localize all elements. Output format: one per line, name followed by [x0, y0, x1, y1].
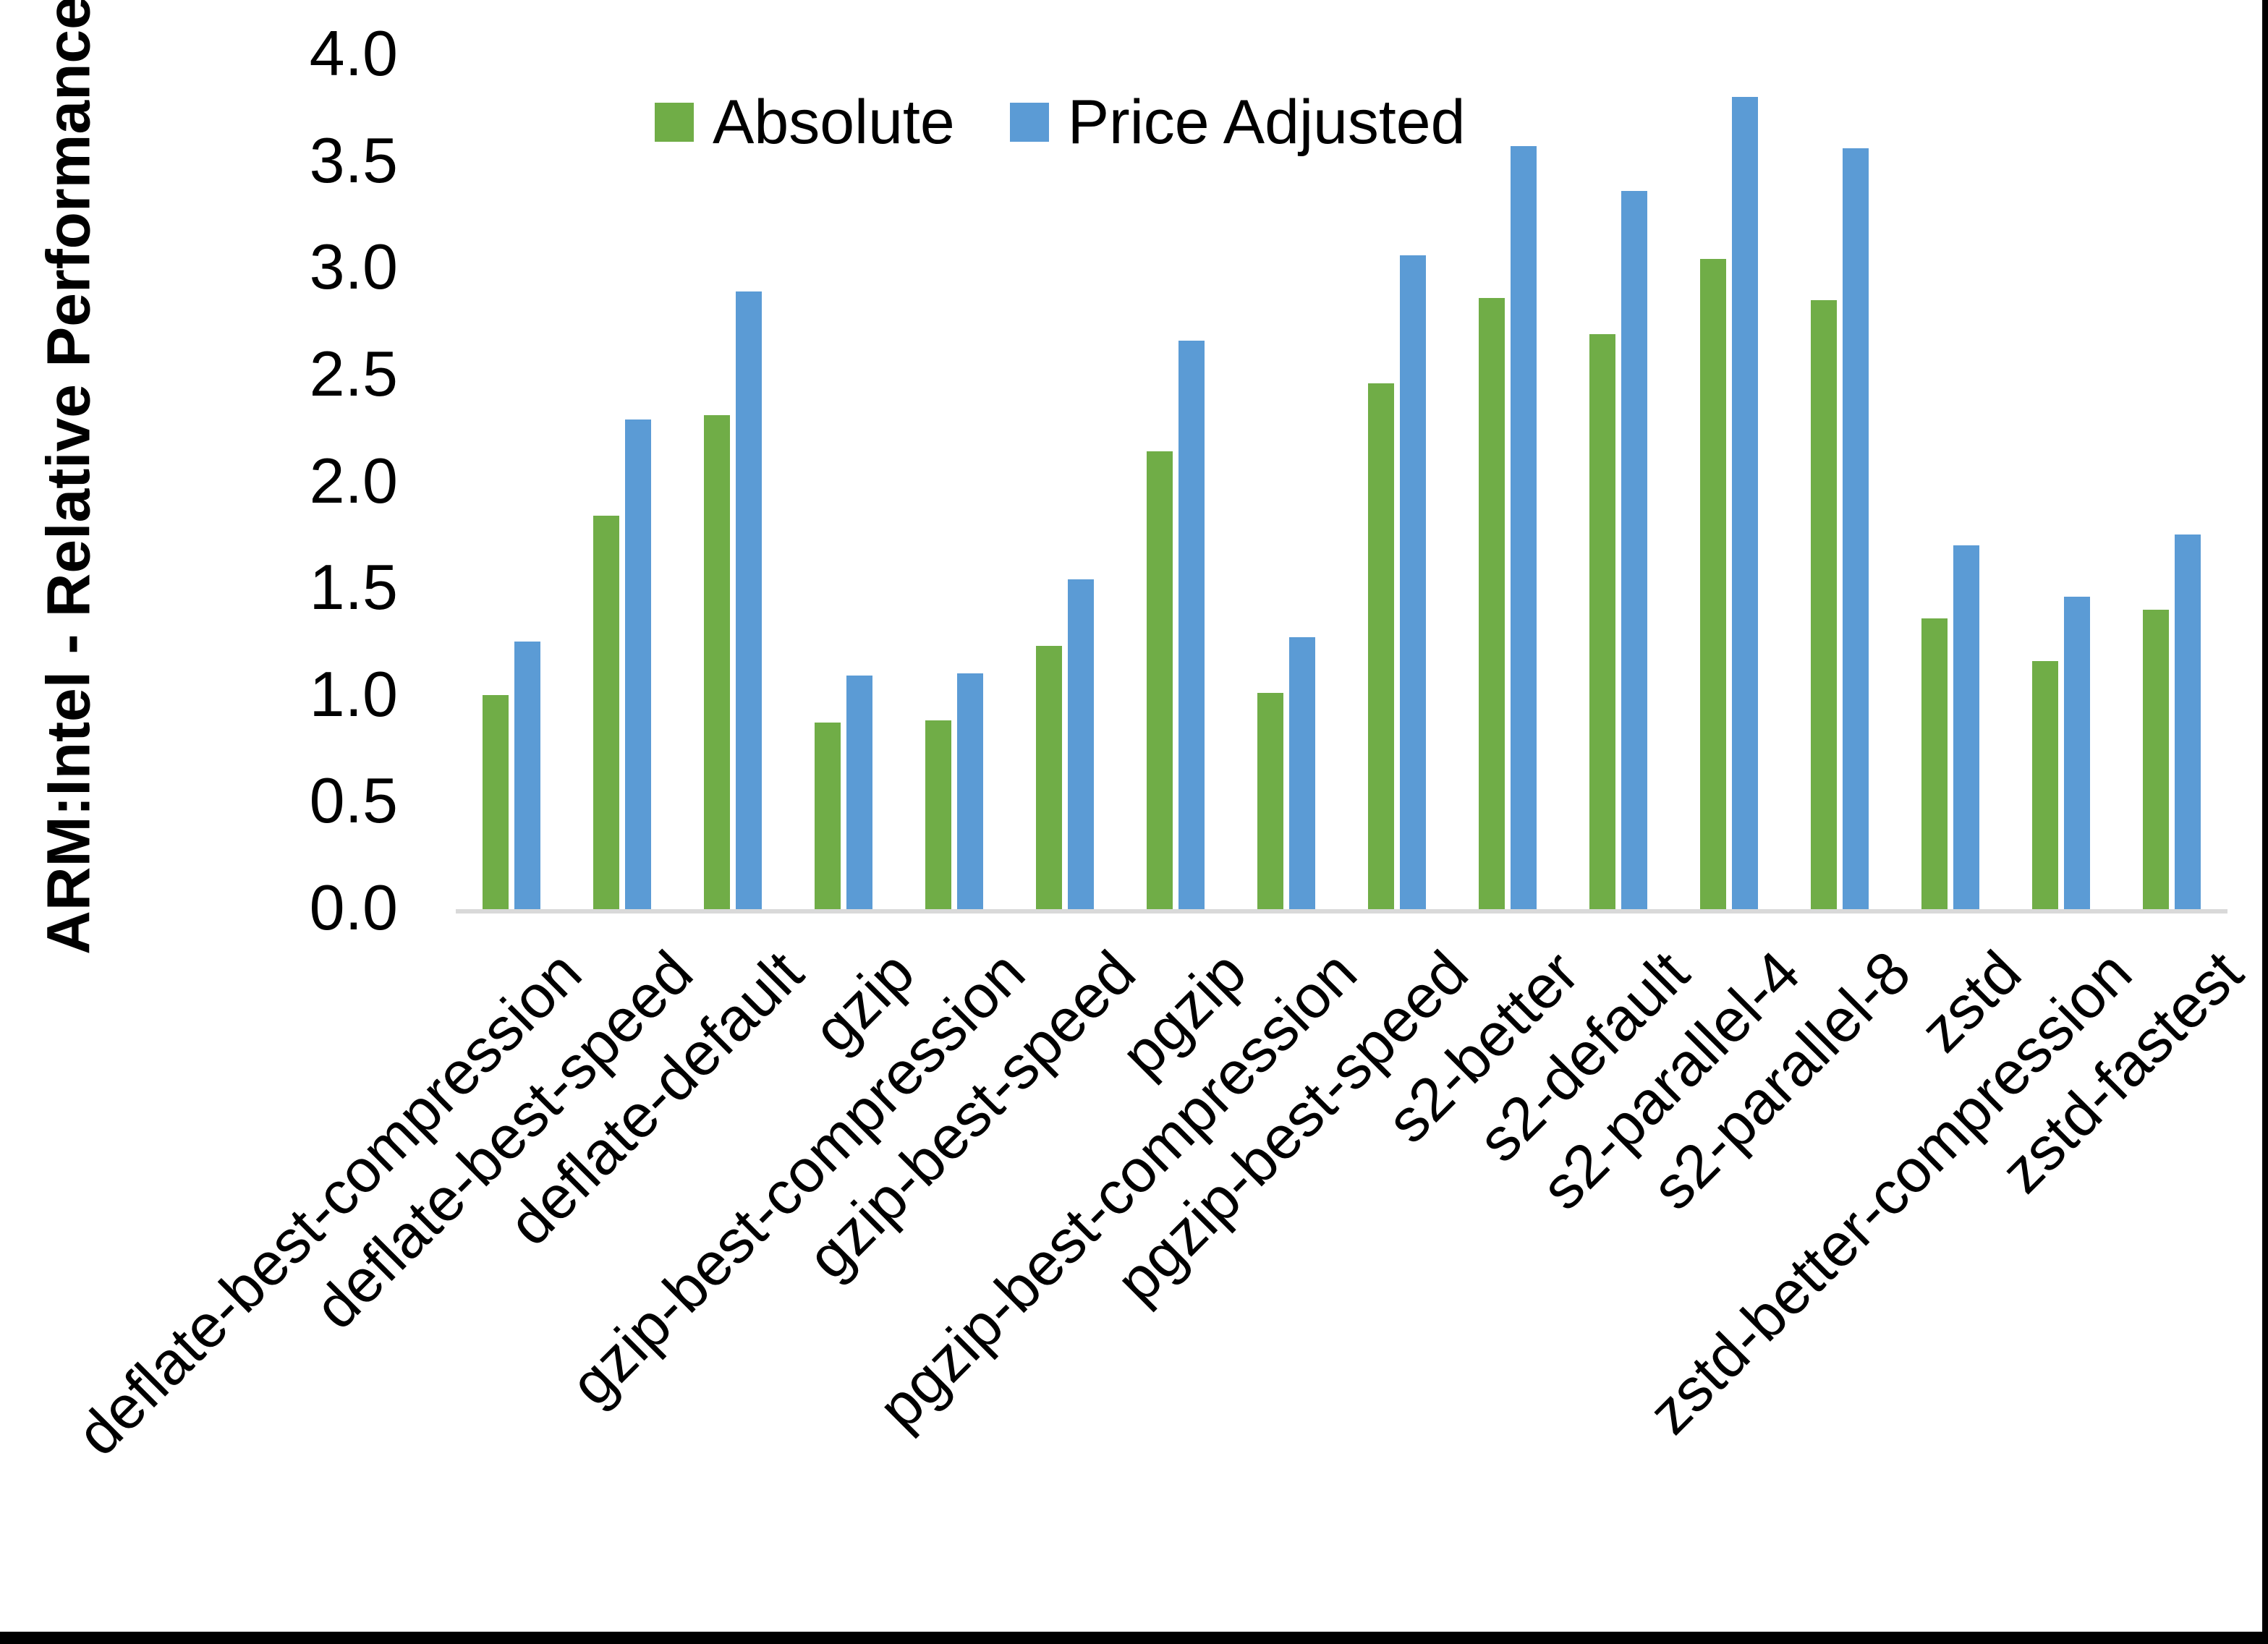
bar-absolute-pgzip-best-speed: [1368, 383, 1395, 911]
bar-price-adjusted-pgzip: [1178, 340, 1205, 911]
y-tick-label: 3.0: [309, 231, 398, 303]
legend-item-absolute: Absolute: [655, 91, 955, 153]
bar-absolute-zstd-fastest: [2143, 609, 2170, 911]
bar-price-adjusted-zstd-better-compression: [2064, 596, 2091, 911]
bar-absolute-gzip: [814, 723, 841, 911]
bar-price-adjusted-deflate-default: [735, 291, 762, 911]
bar-price-adjusted-pgzip-best-speed: [1400, 255, 1427, 911]
y-tick-label: 0.5: [309, 764, 398, 837]
bar-absolute-gzip-best-speed: [1035, 645, 1062, 911]
bar-absolute-s2-parallel-4: [1700, 259, 1727, 911]
bar-price-adjusted-deflate-best-speed: [624, 419, 651, 911]
bar-price-adjusted-gzip: [846, 676, 872, 911]
y-tick-label: 2.0: [309, 444, 398, 516]
bar-absolute-s2-parallel-8: [1811, 299, 1838, 911]
y-axis-title: ARM:Intel - Relative Performance: [34, 0, 103, 955]
x-axis-line: [456, 909, 2227, 913]
bar-absolute-s2-better: [1479, 297, 1505, 911]
bar-absolute-gzip-best-compression: [925, 720, 951, 911]
bar-price-adjusted-deflate-best-compression: [514, 641, 540, 911]
bar-absolute-s2-default: [1589, 333, 1616, 911]
bar-price-adjusted-zstd: [1953, 545, 1980, 911]
legend-item-price-adjusted: Price Adjusted: [1009, 88, 1466, 157]
legend: Absolute Price Adjusted: [655, 91, 1465, 153]
bar-price-adjusted-s2-parallel-4: [1732, 97, 1759, 911]
bar-absolute-deflate-best-compression: [482, 694, 509, 911]
bar-price-adjusted-gzip-best-compression: [956, 673, 983, 911]
bar-price-adjusted-gzip-best-speed: [1067, 579, 1094, 911]
bar-absolute-zstd-better-compression: [2032, 660, 2059, 911]
screenshot-right-border: [2262, 0, 2268, 1644]
bar-price-adjusted-s2-default: [1621, 191, 1648, 911]
legend-label-absolute: Absolute: [713, 88, 955, 157]
y-tick-label: 4.0: [309, 17, 398, 89]
y-tick-label: 3.5: [309, 124, 398, 196]
screenshot-bottom-border: [0, 1632, 2268, 1644]
bar-absolute-deflate-default: [703, 415, 730, 911]
y-tick-label: 0.0: [309, 871, 398, 943]
bar-price-adjusted-s2-better: [1511, 146, 1537, 911]
legend-label-price-adjusted: Price Adjusted: [1067, 88, 1466, 157]
bar-absolute-deflate-best-speed: [593, 515, 619, 911]
bar-absolute-pgzip-best-compression: [1257, 692, 1283, 911]
bar-price-adjusted-s2-parallel-8: [1843, 148, 1869, 911]
y-tick-label: 2.5: [309, 337, 398, 409]
bar-price-adjusted-pgzip-best-compression: [1288, 637, 1315, 911]
y-tick-label: 1.0: [309, 657, 398, 730]
y-tick-label: 1.5: [309, 551, 398, 623]
bar-price-adjusted-zstd-fastest: [2175, 534, 2201, 911]
legend-swatch-price-adjusted: [1009, 103, 1049, 142]
bar-absolute-zstd: [1921, 618, 1948, 911]
legend-swatch-absolute: [655, 103, 694, 142]
bar-absolute-pgzip: [1146, 451, 1173, 911]
